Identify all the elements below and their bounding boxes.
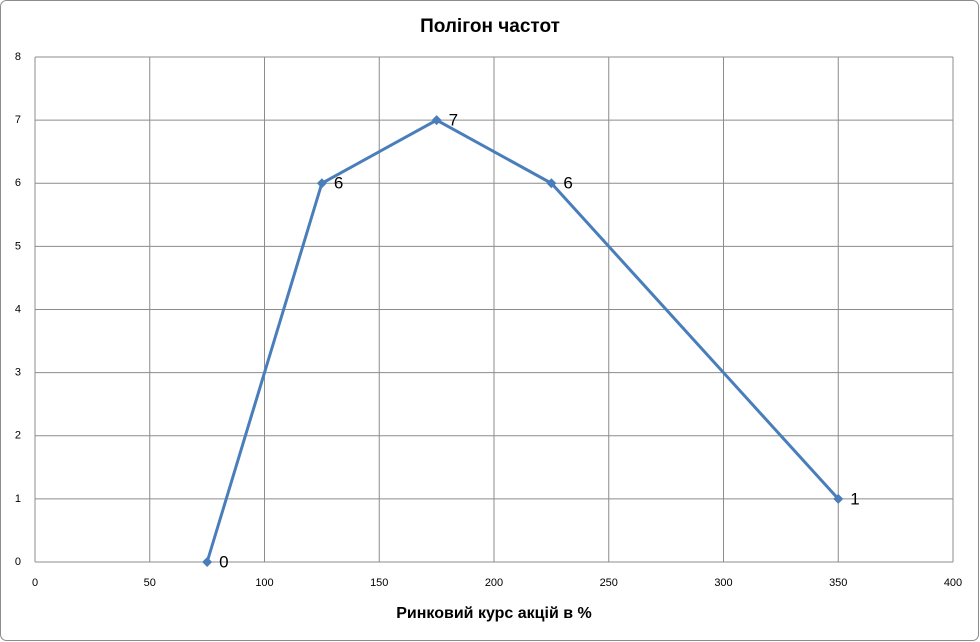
x-tick-label: 250 (600, 577, 618, 589)
data-point (316, 178, 327, 189)
data-label: 6 (334, 174, 343, 193)
x-tick-label: 150 (370, 577, 388, 589)
y-tick-label: 0 (15, 556, 21, 568)
x-tick-label: 0 (32, 577, 38, 589)
y-tick-label: 8 (15, 51, 21, 63)
y-tick-label: 6 (15, 177, 21, 189)
data-point (202, 557, 213, 567)
x-axis-title: Ринковий курс акцій в % (396, 605, 591, 622)
data-label: 7 (449, 111, 458, 130)
x-tick-label: 100 (255, 577, 273, 589)
x-tick-label: 200 (485, 577, 503, 589)
data-point (546, 178, 557, 189)
x-tick-label: 400 (944, 577, 962, 589)
x-tick-label: 350 (829, 577, 847, 589)
y-tick-label: 5 (15, 240, 21, 252)
y-tick-label: 4 (15, 303, 21, 315)
data-label: 0 (219, 552, 228, 571)
x-tick-label: 50 (144, 577, 156, 589)
y-tick-label: 2 (15, 430, 21, 442)
data-label: 6 (563, 174, 572, 193)
chart-title: Полігон частот (420, 16, 560, 37)
data-point (833, 493, 844, 504)
y-tick-label: 3 (15, 367, 21, 379)
y-tick-label: 7 (15, 114, 21, 126)
data-label: 1 (850, 489, 859, 508)
data-point (431, 115, 442, 126)
y-tick-label: 1 (15, 493, 21, 505)
x-tick-label: 300 (714, 577, 732, 589)
